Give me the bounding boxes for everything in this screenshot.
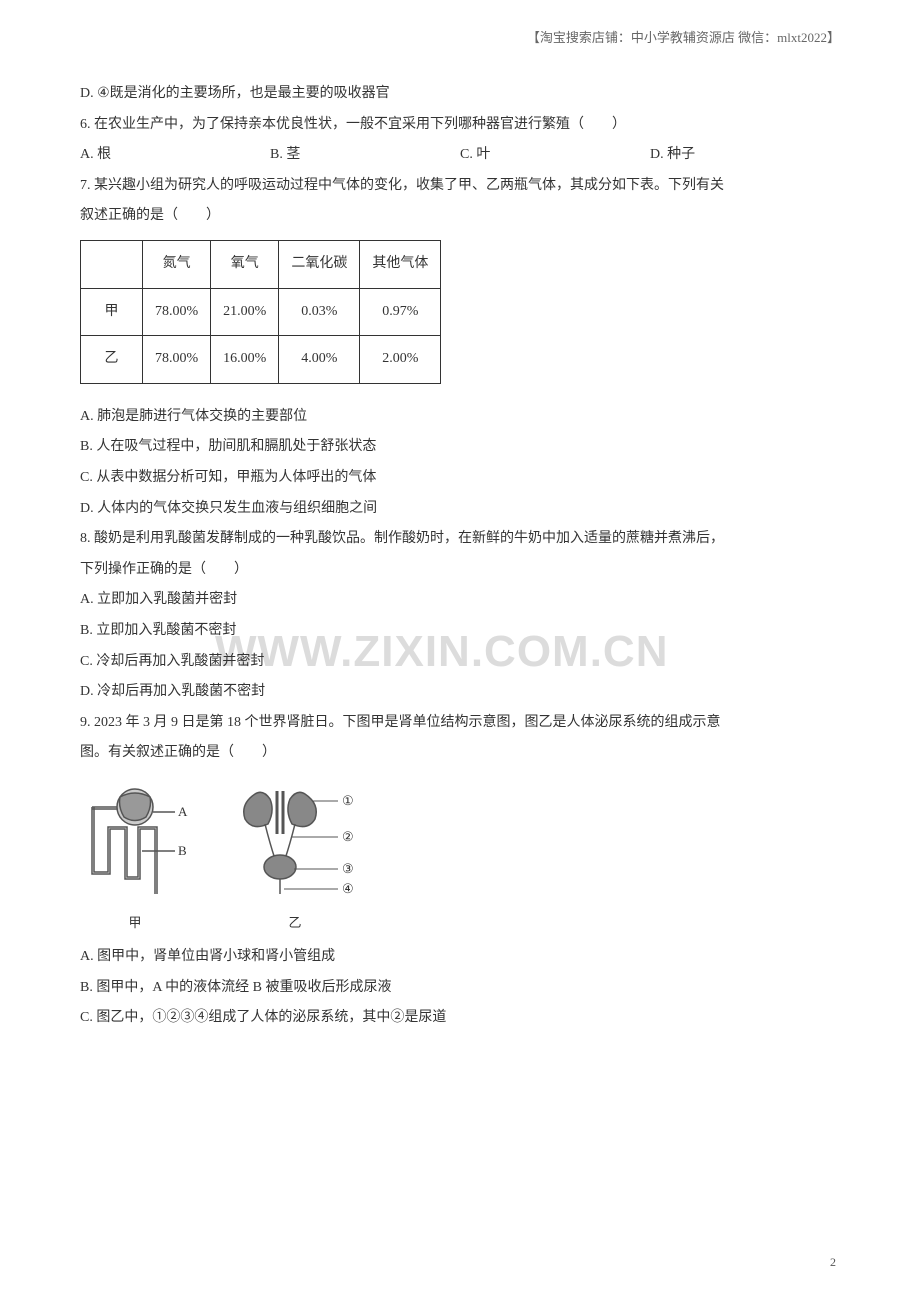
figure-jia-label: 甲 [80, 911, 190, 936]
q8-text-1: 8. 酸奶是利用乳酸菌发酵制成的一种乳酸饮品。制作酸奶时，在新鲜的牛奶中加入适量… [80, 526, 840, 553]
table-cell: 4.00% [279, 336, 360, 384]
q6-option-b: B. 茎 [270, 142, 460, 169]
figure-yi-label: 乙 [230, 911, 360, 936]
label-a: A [178, 804, 188, 819]
q8-text-2: 下列操作正确的是（ ） [80, 557, 840, 584]
label-1: ① [342, 793, 354, 808]
table-cell: 2.00% [360, 336, 441, 384]
table-header-row: 氮气 氧气 二氧化碳 其他气体 [81, 240, 441, 288]
q8-option-d: D. 冷却后再加入乳酸菌不密封 [80, 679, 840, 706]
q9-option-b: B. 图甲中，A 中的液体流经 B 被重吸收后形成尿液 [80, 975, 840, 1002]
q7-text-1: 7. 某兴趣小组为研究人的呼吸运动过程中气体的变化，收集了甲、乙两瓶气体，其成分… [80, 173, 840, 200]
q6-text: 6. 在农业生产中，为了保持亲本优良性状，一般不宜采用下列哪种器官进行繁殖（ ） [80, 112, 840, 139]
table-row: 乙 78.00% 16.00% 4.00% 2.00% [81, 336, 441, 384]
q6-option-c: C. 叶 [460, 142, 650, 169]
table-cell: 16.00% [211, 336, 279, 384]
q9-text-2: 图。有关叙述正确的是（ ） [80, 740, 840, 767]
label-3: ③ [342, 861, 354, 876]
table-cell: 78.00% [143, 336, 211, 384]
label-4: ④ [342, 881, 354, 896]
q8-option-b: B. 立即加入乳酸菌不密封 [80, 618, 840, 645]
table-cell: 0.97% [360, 288, 441, 336]
q6-option-a: A. 根 [80, 142, 270, 169]
table-cell: 甲 [81, 288, 143, 336]
table-header-cell: 二氧化碳 [279, 240, 360, 288]
figure-yi: ① ② ③ ④ 乙 [230, 779, 360, 936]
label-b: B [178, 843, 187, 858]
table-cell: 0.03% [279, 288, 360, 336]
table-row: 甲 78.00% 21.00% 0.03% 0.97% [81, 288, 441, 336]
page-number: 2 [830, 1251, 836, 1274]
q9-option-c: C. 图乙中，①②③④组成了人体的泌尿系统，其中②是尿道 [80, 1005, 840, 1032]
page-content: D. ④既是消化的主要场所，也是最主要的吸收器官 6. 在农业生产中，为了保持亲… [80, 81, 840, 1032]
table-header-cell: 氧气 [211, 240, 279, 288]
table-header-cell: 氮气 [143, 240, 211, 288]
figure-jia: A B 甲 [80, 779, 190, 936]
q6-option-d: D. 种子 [650, 142, 840, 169]
header-note: 【淘宝搜索店铺：中小学教辅资源店 微信：mlxt2022】 [527, 26, 840, 51]
q9-option-a: A. 图甲中，肾单位由肾小球和肾小管组成 [80, 944, 840, 971]
q6-options: A. 根 B. 茎 C. 叶 D. 种子 [80, 142, 840, 169]
q7-option-a: A. 肺泡是肺进行气体交换的主要部位 [80, 404, 840, 431]
q7-option-c: C. 从表中数据分析可知，甲瓶为人体呼出的气体 [80, 465, 840, 492]
urinary-system-diagram-icon: ① ② ③ ④ [230, 779, 360, 899]
q9-text-1: 9. 2023 年 3 月 9 日是第 18 个世界肾脏日。下图甲是肾单位结构示… [80, 710, 840, 737]
table-cell: 78.00% [143, 288, 211, 336]
q9-figures: A B 甲 [80, 779, 840, 936]
q7-option-b: B. 人在吸气过程中，肋间肌和膈肌处于舒张状态 [80, 434, 840, 461]
q7-text-2: 叙述正确的是（ ） [80, 203, 840, 230]
nephron-diagram-icon: A B [80, 779, 190, 899]
q8-option-a: A. 立即加入乳酸菌并密封 [80, 587, 840, 614]
table-cell: 乙 [81, 336, 143, 384]
table-header-cell [81, 240, 143, 288]
table-cell: 21.00% [211, 288, 279, 336]
q7-table: 氮气 氧气 二氧化碳 其他气体 甲 78.00% 21.00% 0.03% 0.… [80, 240, 840, 384]
q7-option-d: D. 人体内的气体交换只发生血液与组织细胞之间 [80, 496, 840, 523]
q8-option-c: C. 冷却后再加入乳酸菌并密封 [80, 649, 840, 676]
label-2: ② [342, 829, 354, 844]
table-header-cell: 其他气体 [360, 240, 441, 288]
q5-option-d: D. ④既是消化的主要场所，也是最主要的吸收器官 [80, 81, 840, 108]
